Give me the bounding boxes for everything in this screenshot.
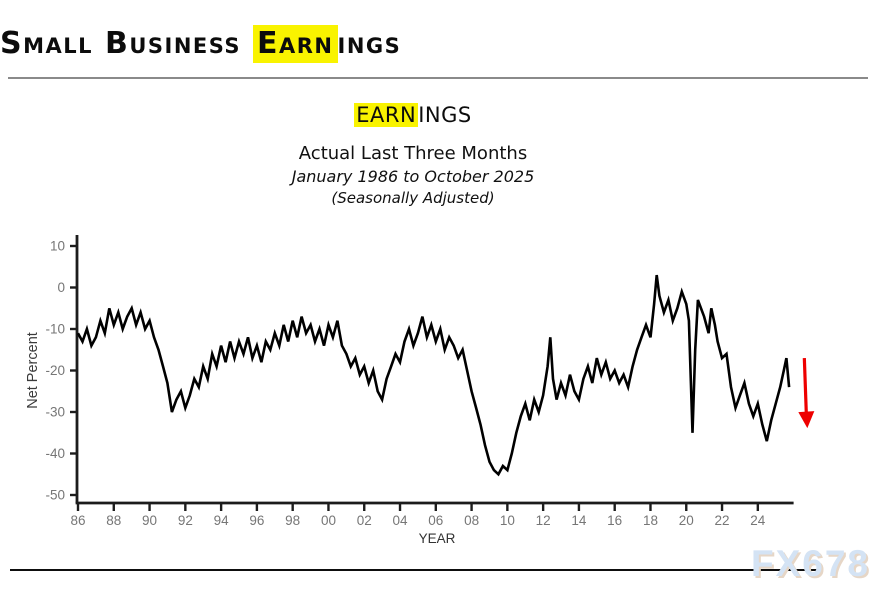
y-tick-label: 0 xyxy=(57,280,65,295)
page-title-post: ings xyxy=(337,26,402,61)
x-tick-label: 08 xyxy=(464,513,479,528)
x-tick-label: 22 xyxy=(715,513,730,528)
earnings-series-line xyxy=(76,274,791,477)
x-tick-label: 04 xyxy=(393,513,409,528)
x-tick-label: 98 xyxy=(285,513,300,528)
x-tick-label: 16 xyxy=(607,513,622,528)
chart-title-post: INGS xyxy=(418,103,472,127)
x-tick-label: 94 xyxy=(214,513,230,528)
y-axis-title: Net Percent xyxy=(25,332,41,409)
y-tick-label: -30 xyxy=(45,405,65,420)
chart-note: (Seasonally Adjusted) xyxy=(331,189,495,207)
page-title-highlight: Earn xyxy=(253,25,338,63)
x-axis-title: YEAR xyxy=(419,531,456,546)
x-tick-label: 92 xyxy=(178,513,193,528)
watermark: FX678 xyxy=(750,543,870,584)
x-tick-label: 02 xyxy=(357,513,372,528)
footer-divider xyxy=(10,569,820,571)
down-arrow-shaft xyxy=(802,357,808,415)
x-tick-label: 24 xyxy=(750,513,766,528)
chart-title-highlight: EARN xyxy=(354,103,419,127)
y-tick-label: 10 xyxy=(50,239,65,254)
x-tick-label: 12 xyxy=(536,513,551,528)
x-tick-label: 14 xyxy=(571,513,587,528)
y-tick-label: -10 xyxy=(45,322,65,337)
header-divider xyxy=(8,77,868,79)
y-tick-label: -50 xyxy=(45,488,65,503)
x-tick-label: 96 xyxy=(249,513,264,528)
x-tick-label: 90 xyxy=(142,513,157,528)
x-tick-label: 88 xyxy=(106,513,121,528)
y-tick-label: -20 xyxy=(45,363,65,378)
line-chart: 10 0 -10 -20 -30 -40 -50 86 88 90 92 94 96 98 00 02 04 06… xyxy=(25,235,815,546)
x-tick-label: 86 xyxy=(70,513,85,528)
x-tick-label: 06 xyxy=(428,513,443,528)
y-tick-label: -40 xyxy=(45,446,65,461)
page-title: Small Business Earn ings xyxy=(0,25,856,63)
x-tick-label: 20 xyxy=(679,513,694,528)
chart-subtitle: Actual Last Three Months xyxy=(298,143,528,164)
x-tick-label: 18 xyxy=(643,513,658,528)
chart-period: January 1986 to October 2025 xyxy=(291,167,535,186)
x-tick-label: 00 xyxy=(321,513,336,528)
x-tick-label: 10 xyxy=(500,513,515,528)
chart-title: EARNINGS xyxy=(0,103,826,127)
page-title-pre: Small Business xyxy=(0,26,253,61)
down-arrow-head xyxy=(798,411,815,429)
